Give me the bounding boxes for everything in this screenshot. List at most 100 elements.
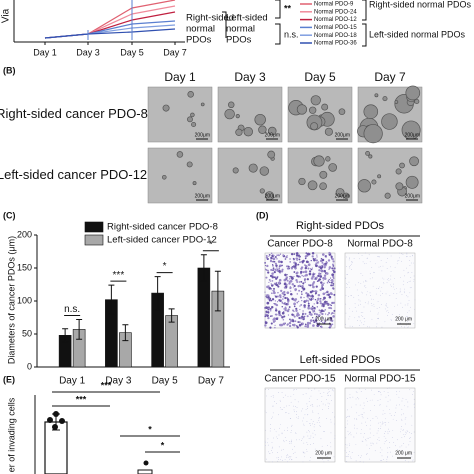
stain-dot	[286, 267, 289, 270]
stain-dot	[374, 405, 375, 406]
stain-dot	[364, 285, 366, 286]
stain-dot	[386, 303, 387, 305]
stain-dot	[306, 325, 310, 328]
stain-dot	[388, 312, 389, 313]
stain-dot	[278, 267, 281, 270]
stain-dot	[364, 302, 366, 304]
stain-dot	[267, 438, 269, 440]
stain-dot	[332, 265, 335, 267]
stain-dot	[358, 398, 360, 400]
stain-dot	[271, 276, 275, 279]
stain-dot	[316, 405, 318, 407]
stain-dot	[407, 406, 409, 408]
stain-dot	[284, 302, 286, 304]
stain-dot	[301, 300, 303, 302]
stain-dot	[347, 274, 349, 275]
stain-dot	[332, 288, 335, 290]
stain-dot	[406, 256, 408, 257]
micrograph: 200μm	[147, 147, 213, 204]
stain-dot	[370, 442, 372, 444]
stain-dot	[351, 269, 352, 270]
stain-dot	[315, 262, 318, 265]
image-bg	[344, 252, 416, 329]
stain-dot	[268, 287, 272, 290]
stain-dot	[268, 389, 269, 390]
scale-bar-label: 200μm	[335, 193, 350, 199]
stain-dot	[295, 433, 297, 434]
stain-dot	[313, 290, 316, 293]
stain-dot	[296, 259, 298, 262]
stain-dot	[333, 316, 335, 318]
stain-dot	[366, 444, 368, 446]
curve-label: Right-sided	[186, 13, 234, 24]
stain-dot	[285, 405, 287, 407]
stain-dot	[362, 413, 363, 415]
stain-dot	[385, 304, 387, 306]
stain-dot	[315, 264, 318, 268]
organoid	[232, 167, 239, 174]
stain-dot	[356, 428, 358, 430]
stain-dot	[386, 458, 388, 460]
stain-dot	[317, 261, 320, 263]
stain-dot	[327, 259, 331, 262]
stain-dot	[304, 270, 308, 274]
x-tick-label: Day 7	[163, 47, 187, 57]
stain-dot	[288, 456, 290, 458]
group-title: Left-sided PDOs	[300, 354, 381, 366]
stain-dot	[267, 271, 270, 274]
stain-dot	[348, 281, 350, 283]
stain-dot	[413, 451, 415, 453]
stain-dot	[286, 274, 288, 276]
stain-dot	[264, 324, 267, 327]
stain-dot	[387, 315, 388, 316]
stain-dot	[299, 284, 301, 286]
stain-dot	[396, 439, 398, 441]
stain-dot	[307, 300, 310, 302]
group-title: Right-sided PDOs	[296, 220, 385, 232]
stain-dot	[403, 269, 405, 271]
stain-dot	[297, 284, 300, 288]
stain-dot	[312, 285, 315, 289]
stain-dot	[276, 457, 278, 459]
stain-dot	[362, 292, 364, 294]
stain-dot	[286, 291, 290, 295]
stain-dot	[268, 281, 270, 284]
stain-dot	[368, 437, 370, 439]
stain-dot	[392, 430, 394, 431]
stain-dot	[322, 322, 324, 324]
x-tick-label: Day 3	[76, 47, 100, 57]
stain-dot	[358, 299, 360, 301]
stain-dot	[381, 304, 382, 305]
stain-dot	[356, 412, 358, 414]
stain-dot	[390, 255, 392, 257]
stain-dot	[346, 444, 348, 446]
stain-dot	[264, 315, 267, 318]
stain-dot	[277, 260, 281, 264]
stain-dot	[358, 316, 359, 318]
stain-dot	[274, 309, 278, 312]
stain-dot	[297, 321, 300, 323]
stain-dot	[271, 292, 273, 295]
stain-dot	[293, 315, 296, 318]
stain-dot	[297, 416, 299, 418]
stain-dot	[279, 399, 281, 401]
stain-dot	[357, 295, 359, 297]
stain-dot	[359, 461, 361, 462]
stain-dot	[334, 438, 336, 439]
stain-dot	[364, 263, 365, 265]
stain-dot	[384, 321, 386, 323]
stain-dot	[283, 293, 286, 296]
stain-dot	[367, 303, 369, 305]
stain-dot	[396, 394, 398, 395]
stain-dot	[317, 293, 321, 297]
stain-dot	[299, 285, 302, 288]
organoid	[395, 168, 402, 175]
stain-dot	[328, 295, 332, 299]
stain-dot	[272, 446, 273, 448]
stain-dot	[306, 421, 308, 422]
stain-dot	[310, 260, 312, 262]
stain-dot	[363, 281, 364, 283]
stain-dot	[277, 281, 281, 285]
x-tick-label: Day 5	[152, 376, 179, 387]
stain-dot	[303, 417, 304, 419]
